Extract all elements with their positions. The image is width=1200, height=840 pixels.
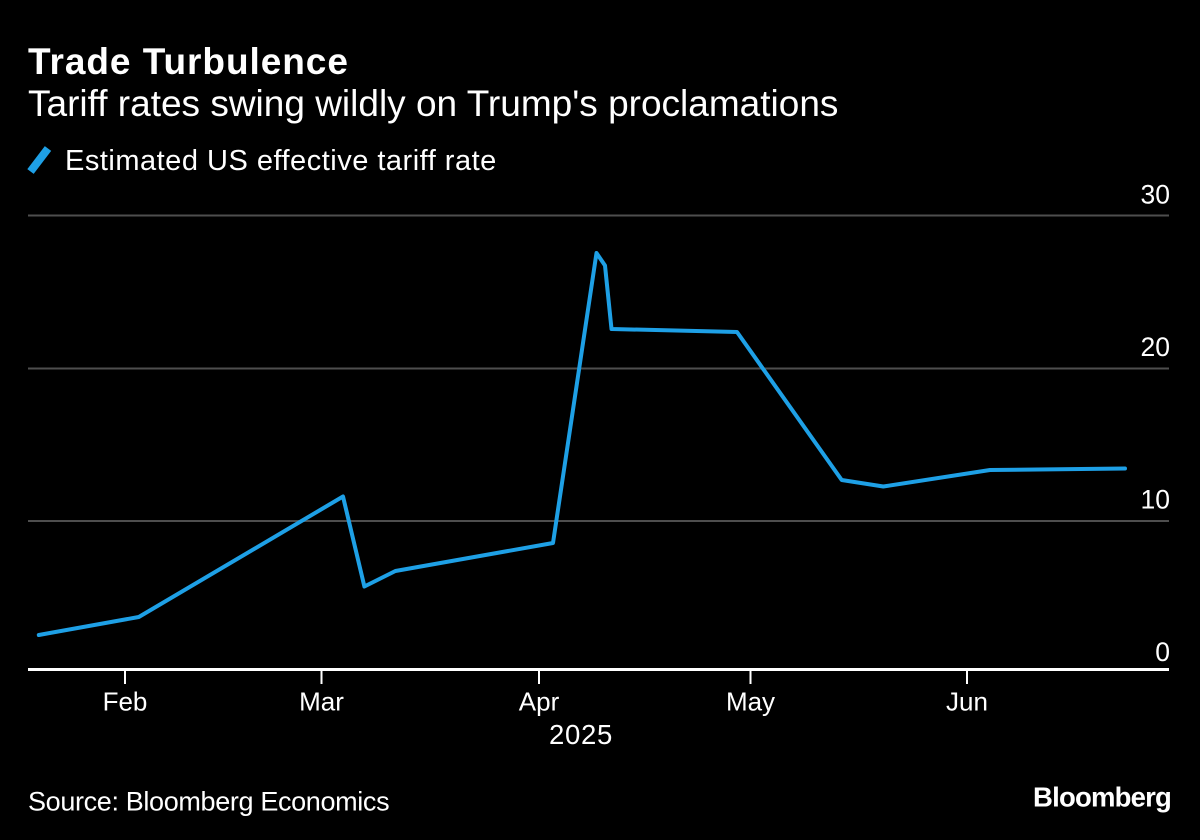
svg-text:Trade Turbulence: Trade Turbulence [28, 41, 349, 82]
svg-text:Tariff rates swing wildly on T: Tariff rates swing wildly on Trump's pro… [28, 83, 838, 124]
svg-text:30: 30 [1141, 180, 1170, 210]
svg-text:2025: 2025 [549, 719, 613, 750]
svg-text:Bloomberg: Bloomberg [1033, 782, 1171, 813]
svg-text:Feb: Feb [103, 687, 148, 717]
svg-text:0: 0 [1155, 637, 1170, 667]
svg-text:10: 10 [1141, 485, 1170, 515]
svg-text:Mar: Mar [299, 687, 344, 717]
svg-text:Source: Bloomberg Economics: Source: Bloomberg Economics [28, 787, 389, 817]
svg-text:Estimated US effective tariff: Estimated US effective tariff rate [65, 145, 497, 177]
svg-text:Apr: Apr [519, 687, 560, 717]
svg-text:Jun: Jun [946, 687, 988, 717]
svg-text:20: 20 [1141, 332, 1170, 362]
svg-text:May: May [726, 687, 775, 717]
